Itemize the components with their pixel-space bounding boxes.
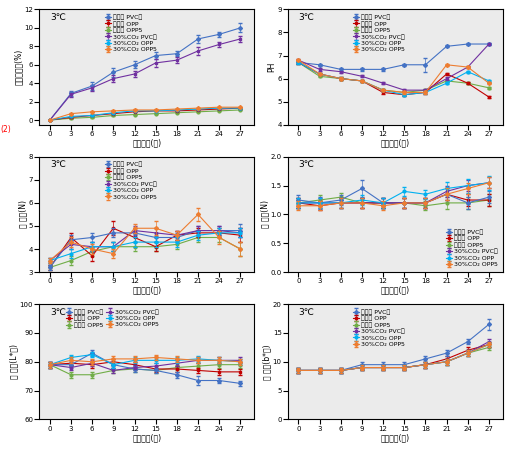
Y-axis label: 대 색도(L*값): 대 색도(L*값)	[9, 344, 18, 379]
Text: 3℃: 3℃	[298, 160, 314, 169]
Y-axis label: 대 경도(N): 대 경도(N)	[18, 200, 27, 229]
Y-axis label: 갓 경도(N): 갓 경도(N)	[260, 200, 268, 229]
Y-axis label: PH: PH	[266, 62, 275, 72]
Legend: 무처리 PVC랙, 무처리 OPP, 무처리 OPP5, 30%CO₂ PVC랙, 30%CO₂ OPP, 30%CO₂ OPP5: 무처리 PVC랙, 무처리 OPP, 무처리 OPP5, 30%CO₂ PVC랙…	[102, 160, 158, 202]
Text: 3℃: 3℃	[50, 308, 66, 317]
Legend: 무처리 PVC랙, 무처리 OPP, 무처리 OPP5, 30%CO₂ PVC랙, 30%CO₂ OPP, 30%CO₂ OPP5: 무처리 PVC랙, 무처리 OPP, 무처리 OPP5, 30%CO₂ PVC랙…	[102, 13, 158, 54]
Legend: 무처리 PVC랙, 무처리 OPP, 무처리 OPP5, 30%CO₂ PVC랙, 30%CO₂ OPP, 30%CO₂ OPP5: 무처리 PVC랙, 무처리 OPP, 무처리 OPP5, 30%CO₂ PVC랙…	[443, 227, 499, 269]
Text: 3℃: 3℃	[298, 13, 314, 22]
X-axis label: 저장기간(일): 저장기간(일)	[132, 138, 161, 147]
X-axis label: 저장기간(일): 저장기간(일)	[132, 286, 161, 295]
X-axis label: 저장기간(일): 저장기간(일)	[132, 433, 161, 442]
Legend: 무처리 PVC랙, 무처리 OPP, 무처리 OPP5, 30%CO₂ PVC랙, 30%CO₂ OPP, 30%CO₂ OPP5: 무처리 PVC랙, 무처리 OPP, 무처리 OPP5, 30%CO₂ PVC랙…	[351, 13, 406, 54]
X-axis label: 저장기간(일): 저장기간(일)	[380, 138, 409, 147]
Legend: 무처리 PVC랙, 무처리 OPP, 무처리 OPP5, 30%CO₂ PVC랙, 30%CO₂ OPP, 30%CO₂ OPP5: 무처리 PVC랙, 무처리 OPP, 무처리 OPP5, 30%CO₂ PVC랙…	[351, 307, 406, 349]
X-axis label: 저장기간(일): 저장기간(일)	[380, 286, 409, 295]
Text: 3℃: 3℃	[50, 160, 66, 169]
X-axis label: 저장기간(일): 저장기간(일)	[380, 433, 409, 442]
Legend: 무처리 PVC랙, 무처리 OPP, 무처리 OPP5, 30%CO₂ PVC랙, 30%CO₂ OPP, 30%CO₂ OPP5: 무처리 PVC랙, 무처리 OPP, 무처리 OPP5, 30%CO₂ PVC랙…	[64, 307, 160, 330]
Y-axis label: 중량감소율(%): 중량감소율(%)	[14, 49, 22, 85]
Y-axis label: 대 색도(b*값): 대 색도(b*값)	[262, 344, 271, 379]
Text: 3℃: 3℃	[50, 13, 66, 22]
Text: (2): (2)	[1, 125, 11, 134]
Text: 3℃: 3℃	[298, 308, 314, 317]
